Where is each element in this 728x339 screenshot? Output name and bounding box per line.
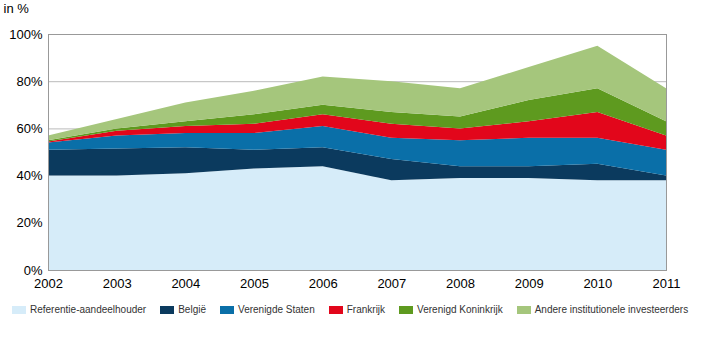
html-text:België: België (178, 304, 206, 315)
svg-text:2002: 2002 (34, 276, 63, 291)
svg-text:80%: 80% (16, 74, 42, 89)
html-text:Andere institutionele investee: Andere institutionele investeerders (534, 304, 689, 315)
html-text:Referentie-aandeelhouder: Referentie-aandeelhouder (30, 304, 147, 315)
svg-text:40%: 40% (16, 168, 42, 183)
html-text:Verenigde Staten: Verenigde Staten (238, 304, 315, 315)
svg-text:2009: 2009 (515, 276, 544, 291)
svg-text:100%: 100% (9, 27, 43, 42)
svg-text:in %: in % (4, 1, 30, 16)
html-text:Verenigd Koninkrijk: Verenigd Koninkrijk (417, 304, 503, 315)
svg-text:2008: 2008 (446, 276, 475, 291)
svg-text:2007: 2007 (377, 276, 406, 291)
svg-text:20%: 20% (16, 215, 42, 230)
svg-text:2004: 2004 (171, 276, 200, 291)
svg-text:0%: 0% (23, 262, 43, 278)
svg-text:2010: 2010 (583, 276, 612, 291)
svg-text:2006: 2006 (309, 276, 338, 291)
svg-text:2003: 2003 (103, 276, 132, 291)
svg-text:2005: 2005 (240, 276, 269, 291)
svg-text:2011: 2011 (653, 276, 681, 291)
html-text:Frankrijk: Frankrijk (346, 304, 386, 315)
svg-text:60%: 60% (16, 121, 42, 136)
